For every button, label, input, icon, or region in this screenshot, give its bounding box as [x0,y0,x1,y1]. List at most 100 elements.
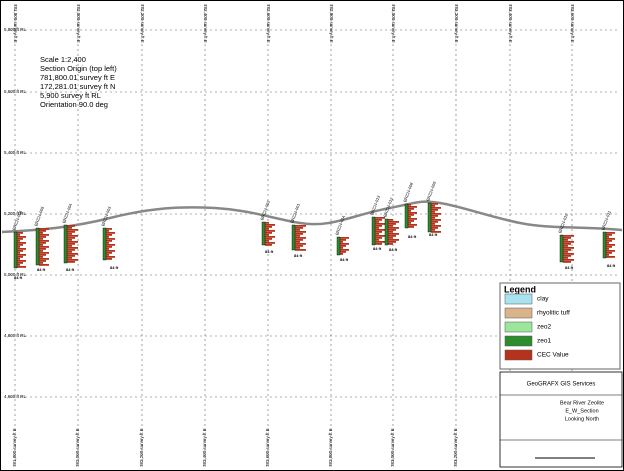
cec-bar [606,234,612,236]
title-box [499,371,623,468]
cec-bar [431,215,438,217]
cec-bar [17,250,23,252]
cec-bar [295,239,303,241]
cec-bar [563,237,571,239]
cec-bar [106,248,109,250]
info-line: 172,281.01 survey ft N [40,82,115,91]
x-label: 782,600 survey ft E [266,4,271,43]
cec-bar [388,239,399,241]
x-label: 782,400 survey ft E [202,428,207,467]
info-line: Section Origin (top left) [40,64,117,73]
cec-bar [295,237,306,239]
cec-bar [39,250,43,252]
cec-bar [17,266,26,268]
x-label: 782,000 survey ft E [76,4,81,43]
cec-bar [39,230,46,232]
hole-column [336,236,341,256]
cec-bar [265,224,275,226]
cec-bar [67,237,75,239]
depth-label: 84 ft [607,263,616,268]
cec-bar [563,243,571,245]
legend: Legend clay rhyolitic tuff zeo2 zeo1 CEC Val… [499,282,621,370]
cec-bar [375,221,379,223]
x-label: 783,000 survey ft E [391,4,396,43]
cec-bar [431,213,441,215]
cec-bar [265,230,275,232]
cec-bar [375,235,385,237]
cec-bar [606,232,615,234]
cec-bar [39,252,49,254]
cec-bar [563,249,571,251]
cec-bar [265,228,269,230]
cec-bar [563,251,568,253]
cec-bar [295,229,300,231]
cec-bar [431,217,435,219]
cec-bar [408,210,411,212]
hole-label: BRZ24-011 [600,209,612,230]
hole-column [35,227,40,266]
cec-bar [265,244,272,246]
cec-bar [431,221,438,223]
hole-label: BRZ24-013 [369,194,381,216]
cec-bar [388,221,399,223]
depth-label: 84 ft [340,257,349,262]
cec-bar [375,227,379,229]
cec-bar [265,234,269,236]
drillhole: BRZ24-008 84 ft [402,181,417,239]
cec-bar [17,244,23,246]
cec-bar [408,226,414,228]
cec-bar [106,228,112,230]
cec-bar [408,218,417,220]
cec-bar [431,209,438,211]
cec-bar [67,255,75,257]
cec-bar [265,226,272,228]
cec-bar [340,245,346,247]
cec-bar [388,219,393,221]
cec-bar [295,249,306,251]
cec-bar [106,254,109,256]
drillhole: BRZ24-004 84 ft [61,202,78,272]
legend-swatch [504,349,533,361]
x-label: 782,200 survey ft E [140,4,145,43]
hole-column [404,203,409,229]
drillhole: BRZ24-003 84 ft [100,205,119,270]
cec-bar [106,230,109,232]
cec-bar [106,258,112,260]
drillhole: BRZ24-011 84 ft [600,209,616,268]
cec-bar [39,236,46,238]
depth-label: 84 ft [389,247,398,252]
y-label: 5,600 ft RL [4,89,27,94]
x-label: 781,800 survey ft E [12,428,17,467]
cec-bar [340,241,343,243]
cec-bar [67,235,78,237]
cec-bar [606,240,612,242]
cec-bar [67,233,72,235]
cec-bar [295,233,303,235]
cec-bar [606,254,609,256]
y-label: 4,600 ft RL [4,394,27,399]
cec-bar [563,241,574,243]
cec-bar [388,237,393,239]
cec-bar [17,254,26,256]
cec-bar [39,258,49,260]
cec-bar [375,231,382,233]
hole-label: BRZ24-004 [61,202,73,224]
drillhole: BRZ24-005 84 ft [33,205,49,272]
cec-bar [606,256,615,258]
hole-label: BRZ24-002 [259,199,271,221]
cec-bar [295,241,300,243]
depth-label: 84 ft [429,232,438,237]
cec-bar [408,212,417,214]
cec-bar [388,225,393,227]
hole-column [427,202,432,233]
legend-label: CEC Value [537,352,569,359]
info-line: Orientation 90.0 deg [40,100,108,109]
legend-swatch [504,335,533,347]
x-label: 783,400 survey ft E [508,4,513,43]
cec-bar [17,258,20,260]
x-label: 781,800 survey ft E [13,4,18,43]
depth-label: 84 ft [37,267,46,272]
cec-bar [39,232,43,234]
